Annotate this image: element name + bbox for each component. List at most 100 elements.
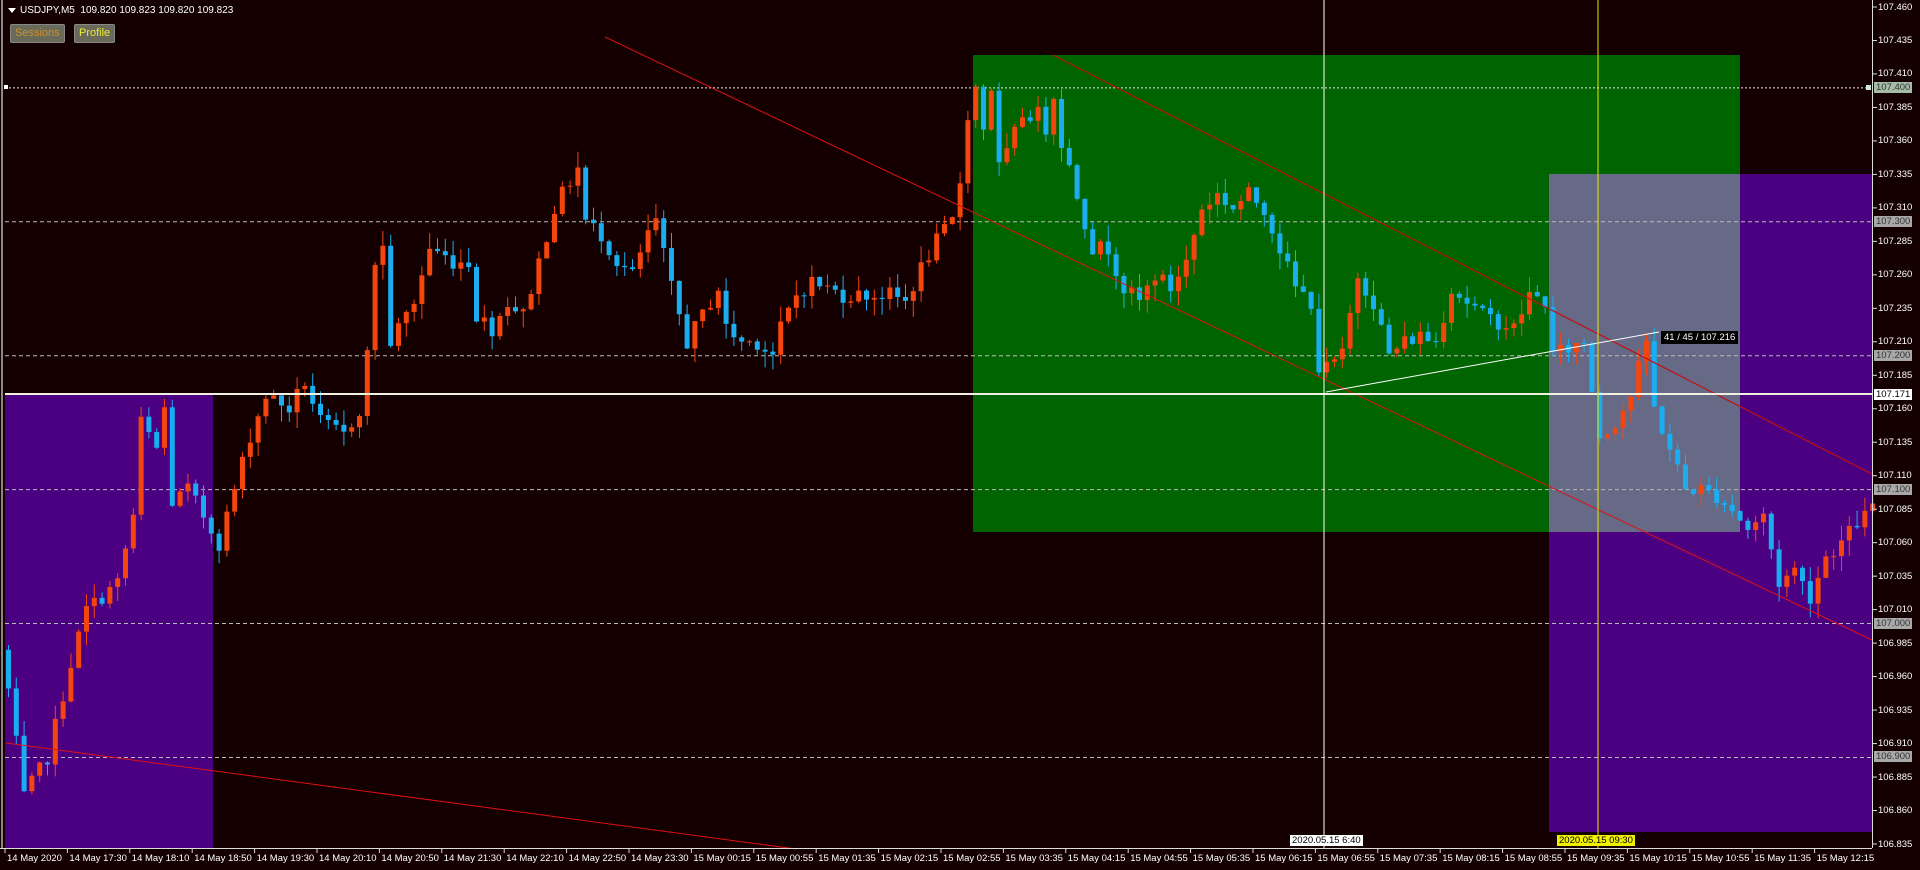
candle-body bbox=[91, 597, 97, 607]
candle-body bbox=[208, 517, 214, 534]
trendline-channel-upper[interactable] bbox=[1052, 54, 1873, 475]
candle-body bbox=[1698, 485, 1704, 495]
candle-body bbox=[60, 701, 66, 719]
candle-body bbox=[1644, 341, 1649, 362]
candle bbox=[801, 292, 807, 309]
candle-body bbox=[864, 290, 869, 300]
dropdown-triangle-icon[interactable] bbox=[8, 7, 16, 13]
candle-body bbox=[489, 317, 495, 337]
candle bbox=[957, 172, 963, 231]
candle bbox=[1597, 385, 1603, 445]
time-tick-label: 14 May 21:30 bbox=[443, 853, 502, 864]
candle bbox=[926, 249, 932, 267]
price-tick-label: 106.960 bbox=[1878, 671, 1913, 683]
candle-body bbox=[1768, 513, 1774, 550]
candle-body bbox=[1082, 198, 1088, 230]
measure-label: 41 / 45 / 107.216 bbox=[1661, 331, 1739, 344]
candle bbox=[76, 629, 82, 669]
candle bbox=[1480, 303, 1486, 311]
candle bbox=[1215, 182, 1220, 218]
candle-body bbox=[1862, 510, 1868, 528]
candle bbox=[450, 240, 456, 277]
candle-body bbox=[1495, 314, 1501, 330]
candle-body bbox=[1745, 520, 1751, 531]
candle-body bbox=[528, 294, 534, 310]
candle-body bbox=[6, 649, 11, 689]
candle-body bbox=[154, 432, 160, 448]
candle bbox=[988, 88, 994, 132]
candle bbox=[1004, 133, 1010, 166]
price-tick-label: 107.285 bbox=[1878, 235, 1913, 247]
measure-line[interactable] bbox=[1325, 331, 1660, 393]
candle bbox=[770, 342, 776, 370]
candle-body bbox=[786, 307, 791, 322]
candle-body bbox=[1129, 287, 1135, 294]
candle-body bbox=[513, 307, 518, 312]
candle bbox=[29, 772, 35, 795]
candle-body bbox=[1729, 504, 1735, 512]
candle bbox=[700, 308, 706, 329]
time-tick-label: 15 May 02:15 bbox=[880, 853, 939, 864]
candle-body bbox=[591, 219, 596, 224]
candle-body bbox=[965, 120, 971, 184]
candle-body bbox=[1339, 348, 1345, 360]
candle bbox=[68, 653, 74, 703]
candle-body bbox=[1012, 126, 1018, 149]
candle bbox=[856, 276, 862, 304]
candle bbox=[895, 274, 901, 308]
candles bbox=[6, 82, 1876, 795]
sessions-button[interactable]: Sessions bbox=[10, 24, 65, 43]
candle bbox=[1339, 336, 1345, 369]
candle bbox=[1269, 212, 1275, 244]
trendline-bottom[interactable] bbox=[5, 742, 797, 850]
candle-body bbox=[130, 514, 136, 549]
candle-body bbox=[341, 424, 347, 432]
candle-body bbox=[996, 90, 1002, 163]
candle-body bbox=[1363, 278, 1369, 296]
trendline-channel-lower[interactable] bbox=[604, 36, 1873, 641]
time-axis-ticks bbox=[4, 849, 1816, 853]
profile-button[interactable]: Profile bbox=[74, 24, 116, 43]
candle bbox=[201, 485, 206, 529]
candle-body bbox=[45, 762, 50, 765]
candle-body bbox=[817, 276, 823, 287]
price-tick-label: 106.885 bbox=[1878, 771, 1913, 783]
time-tick-label: 14 May 20:10 bbox=[319, 853, 377, 864]
candle-body bbox=[224, 511, 230, 551]
candle-body bbox=[1449, 293, 1454, 323]
level-handle-left[interactable] bbox=[4, 85, 8, 89]
candle-body bbox=[450, 255, 456, 269]
candle-body bbox=[1152, 280, 1158, 286]
time-tick-label: 15 May 06:55 bbox=[1317, 853, 1375, 864]
candle bbox=[942, 215, 947, 237]
candle bbox=[1675, 443, 1681, 473]
price-tick-label: 107.035 bbox=[1878, 570, 1913, 582]
candle bbox=[91, 584, 97, 619]
candle bbox=[544, 241, 550, 259]
time-tick-label: 15 May 10:55 bbox=[1691, 853, 1750, 864]
candle bbox=[481, 305, 487, 331]
candle bbox=[1144, 279, 1150, 313]
candle bbox=[1800, 565, 1805, 595]
candle bbox=[1363, 271, 1369, 308]
candle-body bbox=[653, 218, 659, 231]
level-handle-right[interactable] bbox=[1866, 85, 1871, 90]
candle-body bbox=[934, 233, 940, 261]
candle-body bbox=[895, 287, 901, 297]
candle-body bbox=[216, 533, 222, 551]
candle bbox=[778, 306, 784, 364]
candle bbox=[466, 248, 472, 273]
candle bbox=[887, 277, 893, 311]
price-tick-label: 106.860 bbox=[1878, 805, 1913, 817]
candle-body bbox=[21, 735, 27, 792]
candle-body bbox=[1121, 276, 1127, 294]
candle-body bbox=[981, 86, 986, 130]
candle-body bbox=[1511, 323, 1517, 329]
candle-body bbox=[1480, 305, 1486, 309]
candle-body bbox=[739, 337, 745, 342]
candle bbox=[1074, 163, 1080, 201]
candle bbox=[1121, 272, 1127, 309]
candle-body bbox=[1144, 285, 1150, 300]
candle-body bbox=[1675, 449, 1681, 465]
